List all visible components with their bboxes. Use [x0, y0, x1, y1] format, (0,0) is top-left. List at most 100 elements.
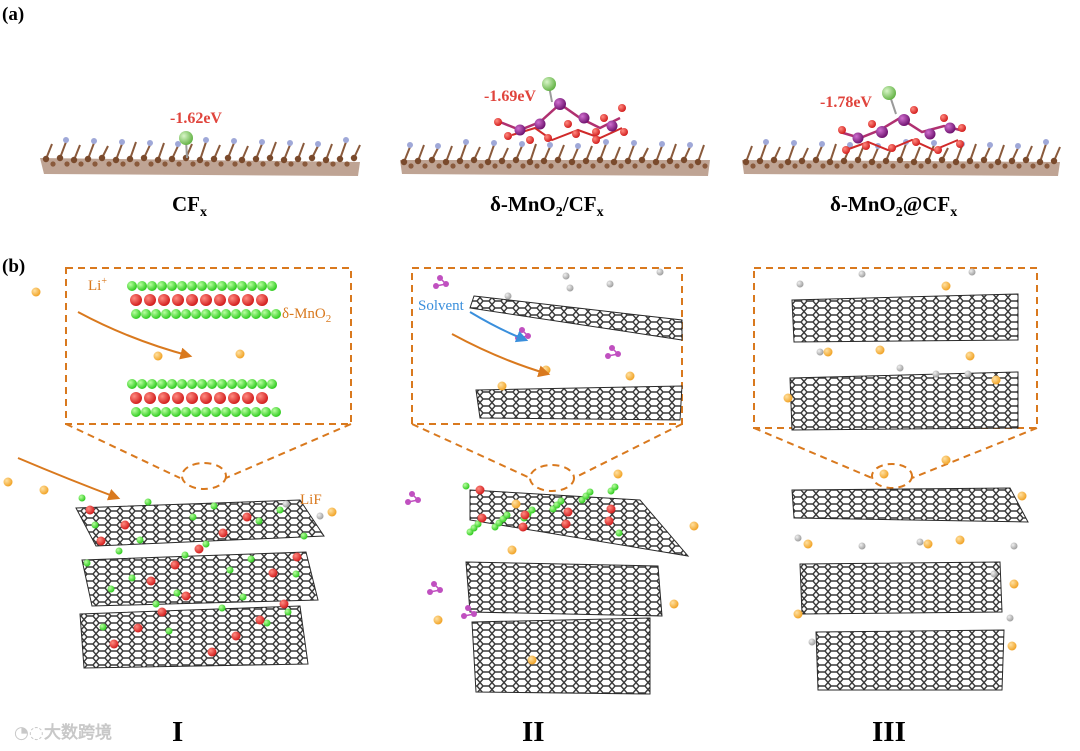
lithium-ion [1007, 641, 1017, 651]
fluorine-atom [847, 142, 853, 148]
manganese-layer-atom [144, 294, 156, 306]
gray-atom [808, 638, 816, 646]
oxygen-atom [268, 568, 278, 578]
oxygen-layer-atom [137, 281, 147, 291]
carbon-atom [336, 155, 344, 163]
zoom-box-3 [753, 267, 1038, 489]
carbon-atom [750, 163, 756, 169]
fluorine-atom [181, 551, 189, 559]
oxygen-atom [170, 560, 180, 570]
stage-3-stack [791, 487, 1029, 691]
carbon-atom [756, 157, 764, 165]
carbon-atom [442, 158, 450, 166]
carbon-atom [554, 156, 562, 164]
carbon-atom [596, 156, 604, 164]
solvent-atom [471, 611, 477, 617]
oxygen-layer-atom [141, 407, 151, 417]
zoom-box-2 [411, 267, 683, 492]
fluorine-atom [144, 498, 152, 506]
fluorine-atom [519, 141, 525, 147]
carbon-atom [798, 157, 806, 165]
manganese-layer-atom [158, 392, 170, 404]
carbon-atom [478, 163, 484, 169]
carbon-atom [632, 163, 638, 169]
fluorine-atom [586, 488, 594, 496]
solvent-atom [415, 497, 421, 503]
fluorine-atom [491, 140, 497, 146]
li-ion-arrow-zoom [77, 311, 193, 360]
carbon-atom [812, 156, 820, 164]
oxygen-atom [146, 576, 156, 586]
oxygen-atom [231, 631, 241, 641]
oxygen-layer-atom [211, 407, 221, 417]
oxygen-atom [133, 623, 143, 633]
fluorine-atom [263, 619, 271, 627]
fluorine-atom [202, 540, 210, 548]
gray-atom [990, 570, 998, 578]
solvent-atom [433, 283, 439, 289]
carbon-atom [960, 163, 966, 169]
oxygen-layer-atom [257, 379, 267, 389]
fluorine-atom [659, 141, 665, 147]
manganese-layer-atom [186, 392, 198, 404]
oxygen-layer-atom [127, 379, 137, 389]
lithium-ion [783, 393, 793, 403]
lithium-ion [669, 599, 679, 609]
gray-atom [316, 512, 324, 520]
solvent-label: Solvent [418, 298, 464, 314]
lithium-ion [689, 521, 699, 531]
carbon-atom [604, 163, 610, 169]
fluorine-atom [407, 142, 413, 148]
carbon-atom [764, 163, 770, 169]
oxygen-layer-atom [247, 281, 257, 291]
fluorine-atom [503, 511, 511, 519]
solvent-atom [609, 345, 615, 351]
fluorine-atom [119, 139, 125, 145]
carbon-atom [162, 161, 168, 167]
oxygen-atom [292, 552, 302, 562]
fluorine-atom [128, 574, 136, 582]
oxygen-layer-atom [157, 379, 167, 389]
oxygen-atom [475, 485, 485, 495]
carbon-atom [848, 163, 854, 169]
li-ion-arrow-stage-2 [451, 333, 551, 378]
carbon-atom [526, 158, 534, 166]
carbon-atom [238, 156, 246, 164]
carbon-atom [540, 157, 548, 165]
fluorine-atom [603, 139, 609, 145]
carbon-atom [464, 163, 470, 169]
lithium-ion [941, 455, 951, 465]
fluorine-atom [165, 627, 173, 635]
carbon-atom [218, 161, 224, 167]
fluorine-atom [687, 142, 693, 148]
carbon-atom [638, 156, 646, 164]
oxygen-layer-atom [147, 281, 157, 291]
caption-mno2-at-cfx: δ-MnO2@CFx [830, 192, 958, 221]
lithium-atom [882, 86, 896, 100]
panel-a-label: (a) [2, 4, 25, 25]
oxygen-atom [477, 513, 487, 523]
oxygen-atom [563, 507, 573, 517]
carbon-atom [498, 157, 506, 165]
carbon-atom [330, 161, 336, 167]
carbon-atom [106, 161, 112, 167]
oxygen-atom [242, 512, 252, 522]
gray-atom [858, 542, 866, 550]
carbon-atom [64, 161, 70, 167]
oxygen-layer-atom [171, 407, 181, 417]
fluorine-atom [173, 589, 181, 597]
fluorine-atom [284, 608, 292, 616]
carbon-atom [890, 163, 896, 169]
solvent-atom [437, 587, 443, 593]
manganese-layer-atom [172, 392, 184, 404]
carbon-atom [904, 163, 910, 169]
watermark-logo-icon: ◔◌ [14, 723, 44, 743]
stage-label-3: III [872, 716, 906, 748]
oxygen-layer-atom [141, 309, 151, 319]
oxygen-layer-atom [201, 309, 211, 319]
carbon-atom [778, 163, 784, 169]
oxygen-atom [207, 647, 217, 657]
carbon-atom [534, 163, 540, 169]
oxygen-layer-atom [241, 407, 251, 417]
